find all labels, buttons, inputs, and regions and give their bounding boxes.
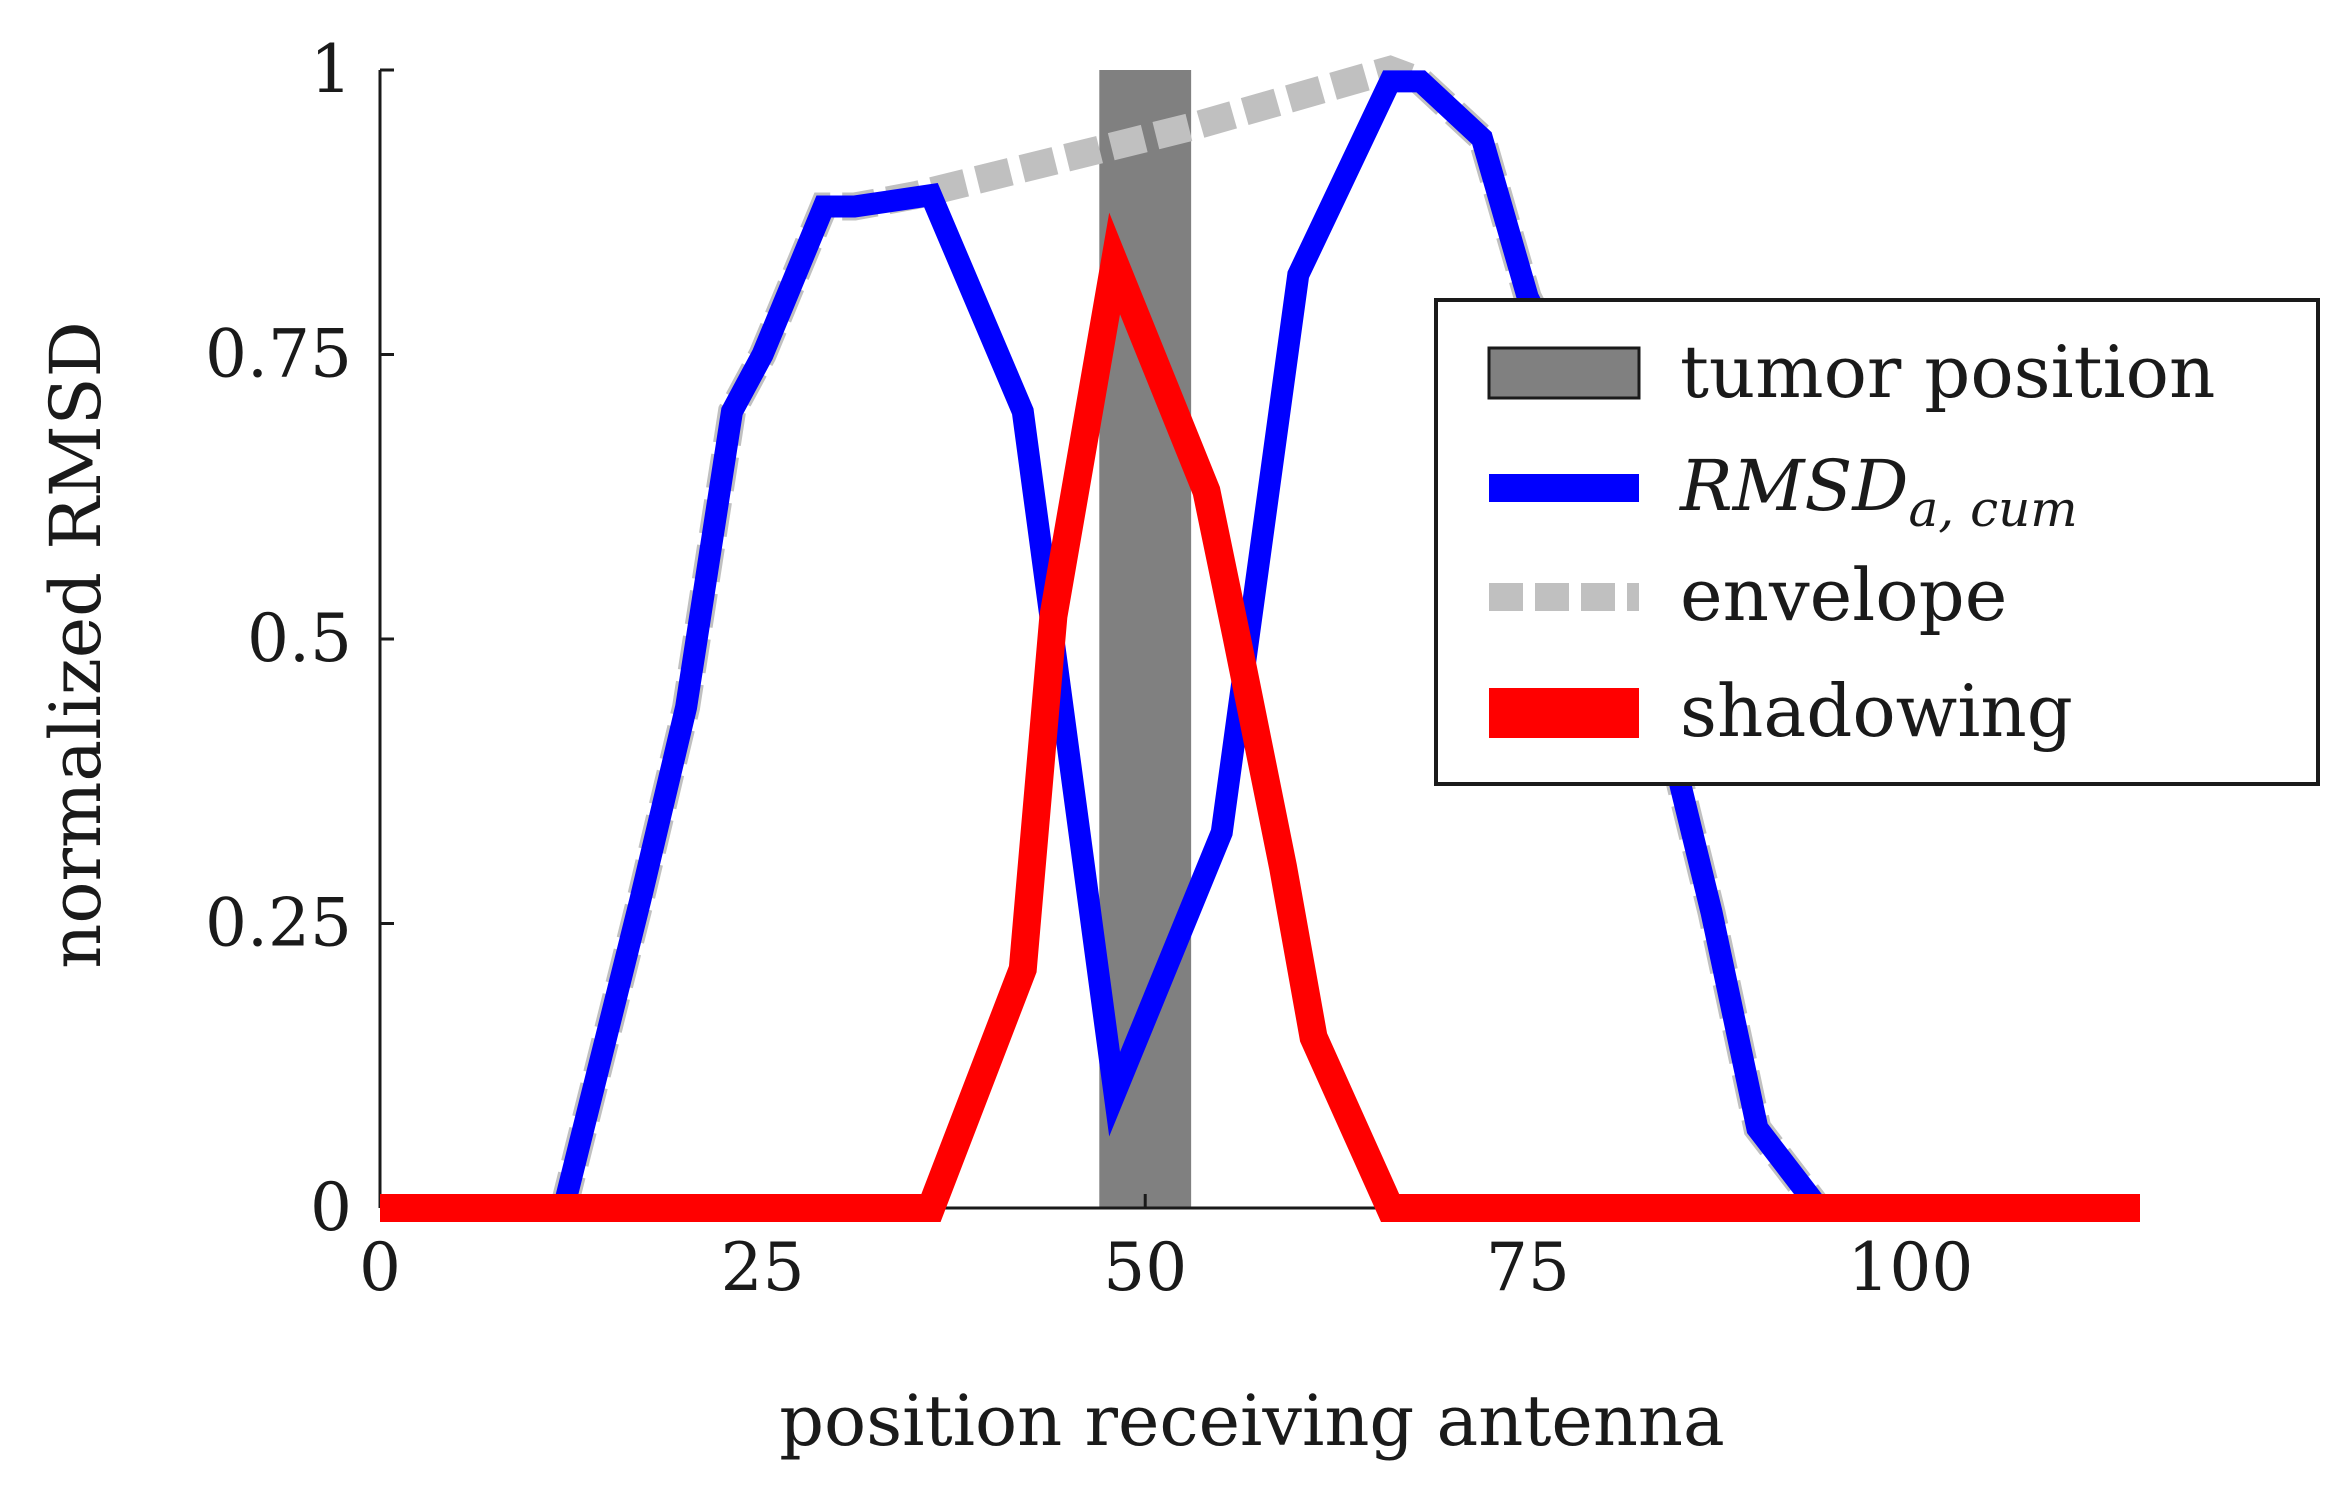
legend-label-rmsd-sub: a, cum: [1908, 480, 2077, 538]
legend-label-shadowing: shadowing: [1680, 669, 2073, 753]
x-tick-label: 75: [1486, 1229, 1570, 1306]
y-tick-label: 0.75: [205, 316, 352, 393]
y-tick-label: 0.25: [205, 885, 352, 962]
legend-label-tumor-position: tumor position: [1680, 330, 2215, 414]
y-axis-label: normalized RMSD: [35, 321, 117, 968]
axes: 0 25 50 75 100 0 0.25 0.5 0.75 1: [205, 31, 2140, 1306]
legend-swatch-tumor-position: [1487, 346, 1641, 400]
legend-label-rmsd-main: RMSD: [1678, 445, 1908, 527]
x-tick-label: 100: [1847, 1229, 1973, 1306]
y-tick-label: 0: [310, 1169, 352, 1246]
x-tick-label: 0: [359, 1229, 401, 1306]
x-axis-label: position receiving antenna: [779, 1380, 1725, 1462]
y-tick-label: 0.5: [247, 600, 352, 677]
y-tick-label: 1: [310, 31, 352, 108]
legend: tumor position RMSDa, cum envelope shado…: [1434, 298, 2320, 786]
x-tick-label: 50: [1103, 1229, 1187, 1306]
legend-label-rmsd: RMSDa, cum: [1678, 445, 2078, 538]
legend-label-envelope: envelope: [1680, 553, 2007, 637]
x-tick-label: 25: [721, 1229, 805, 1306]
series-line-shadowing: [380, 212, 2140, 1222]
